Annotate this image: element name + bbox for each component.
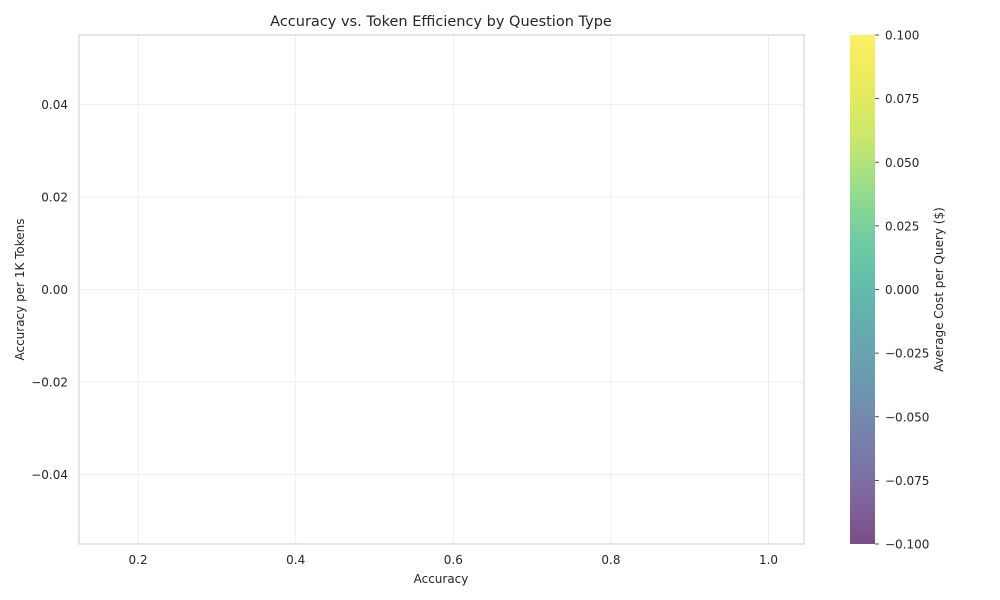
- colorbar-tick-label: 0.000: [885, 283, 919, 297]
- y-axis-tick-labels: 0.04 0.02 0.00 −0.02 −0.04: [31, 98, 68, 482]
- y-axis-label: Accuracy per 1K Tokens: [13, 218, 27, 360]
- colorbar-tick-label: −0.050: [885, 410, 929, 424]
- x-tick-label: 0.2: [129, 553, 148, 567]
- y-gridlines: [79, 104, 804, 475]
- y-tick-label: −0.02: [31, 376, 68, 390]
- x-axis-tick-labels: 0.2 0.4 0.6 0.8 1.0: [129, 553, 779, 567]
- colorbar-label: Average Cost per Query ($): [932, 207, 946, 372]
- colorbar-tick-label: 0.100: [885, 29, 919, 43]
- colorbar-tick-label: −0.100: [885, 538, 929, 552]
- y-tick-label: 0.00: [41, 283, 68, 297]
- y-tick-label: −0.04: [31, 468, 68, 482]
- colorbar-tick-label: −0.075: [885, 474, 929, 488]
- colorbar-gradient: [850, 35, 875, 544]
- colorbar-tick-label: −0.025: [885, 347, 929, 361]
- x-tick-label: 0.6: [444, 553, 463, 567]
- plot-frame: [78, 34, 805, 545]
- x-tick-label: 1.0: [759, 553, 778, 567]
- colorbar-tick-label: 0.025: [885, 219, 919, 233]
- x-tick-label: 0.4: [286, 553, 305, 567]
- x-axis-label: Accuracy: [414, 572, 469, 586]
- colorbar-ticks: 0.100 0.075 0.050 0.025 0.000 −0.025 −0.050 −0.…: [875, 29, 929, 552]
- y-tick-label: 0.02: [41, 190, 68, 204]
- x-tick-label: 0.8: [601, 553, 620, 567]
- plot-area: [78, 34, 805, 545]
- colorbar-tick-label: 0.075: [885, 92, 919, 106]
- y-tick-label: 0.04: [41, 98, 68, 112]
- chart-title: Accuracy vs. Token Efficiency by Questio…: [270, 14, 612, 30]
- colorbar: 0.100 0.075 0.050 0.025 0.000 −0.025 −0.050 −0.…: [850, 29, 946, 552]
- colorbar-tick-label: 0.050: [885, 156, 919, 170]
